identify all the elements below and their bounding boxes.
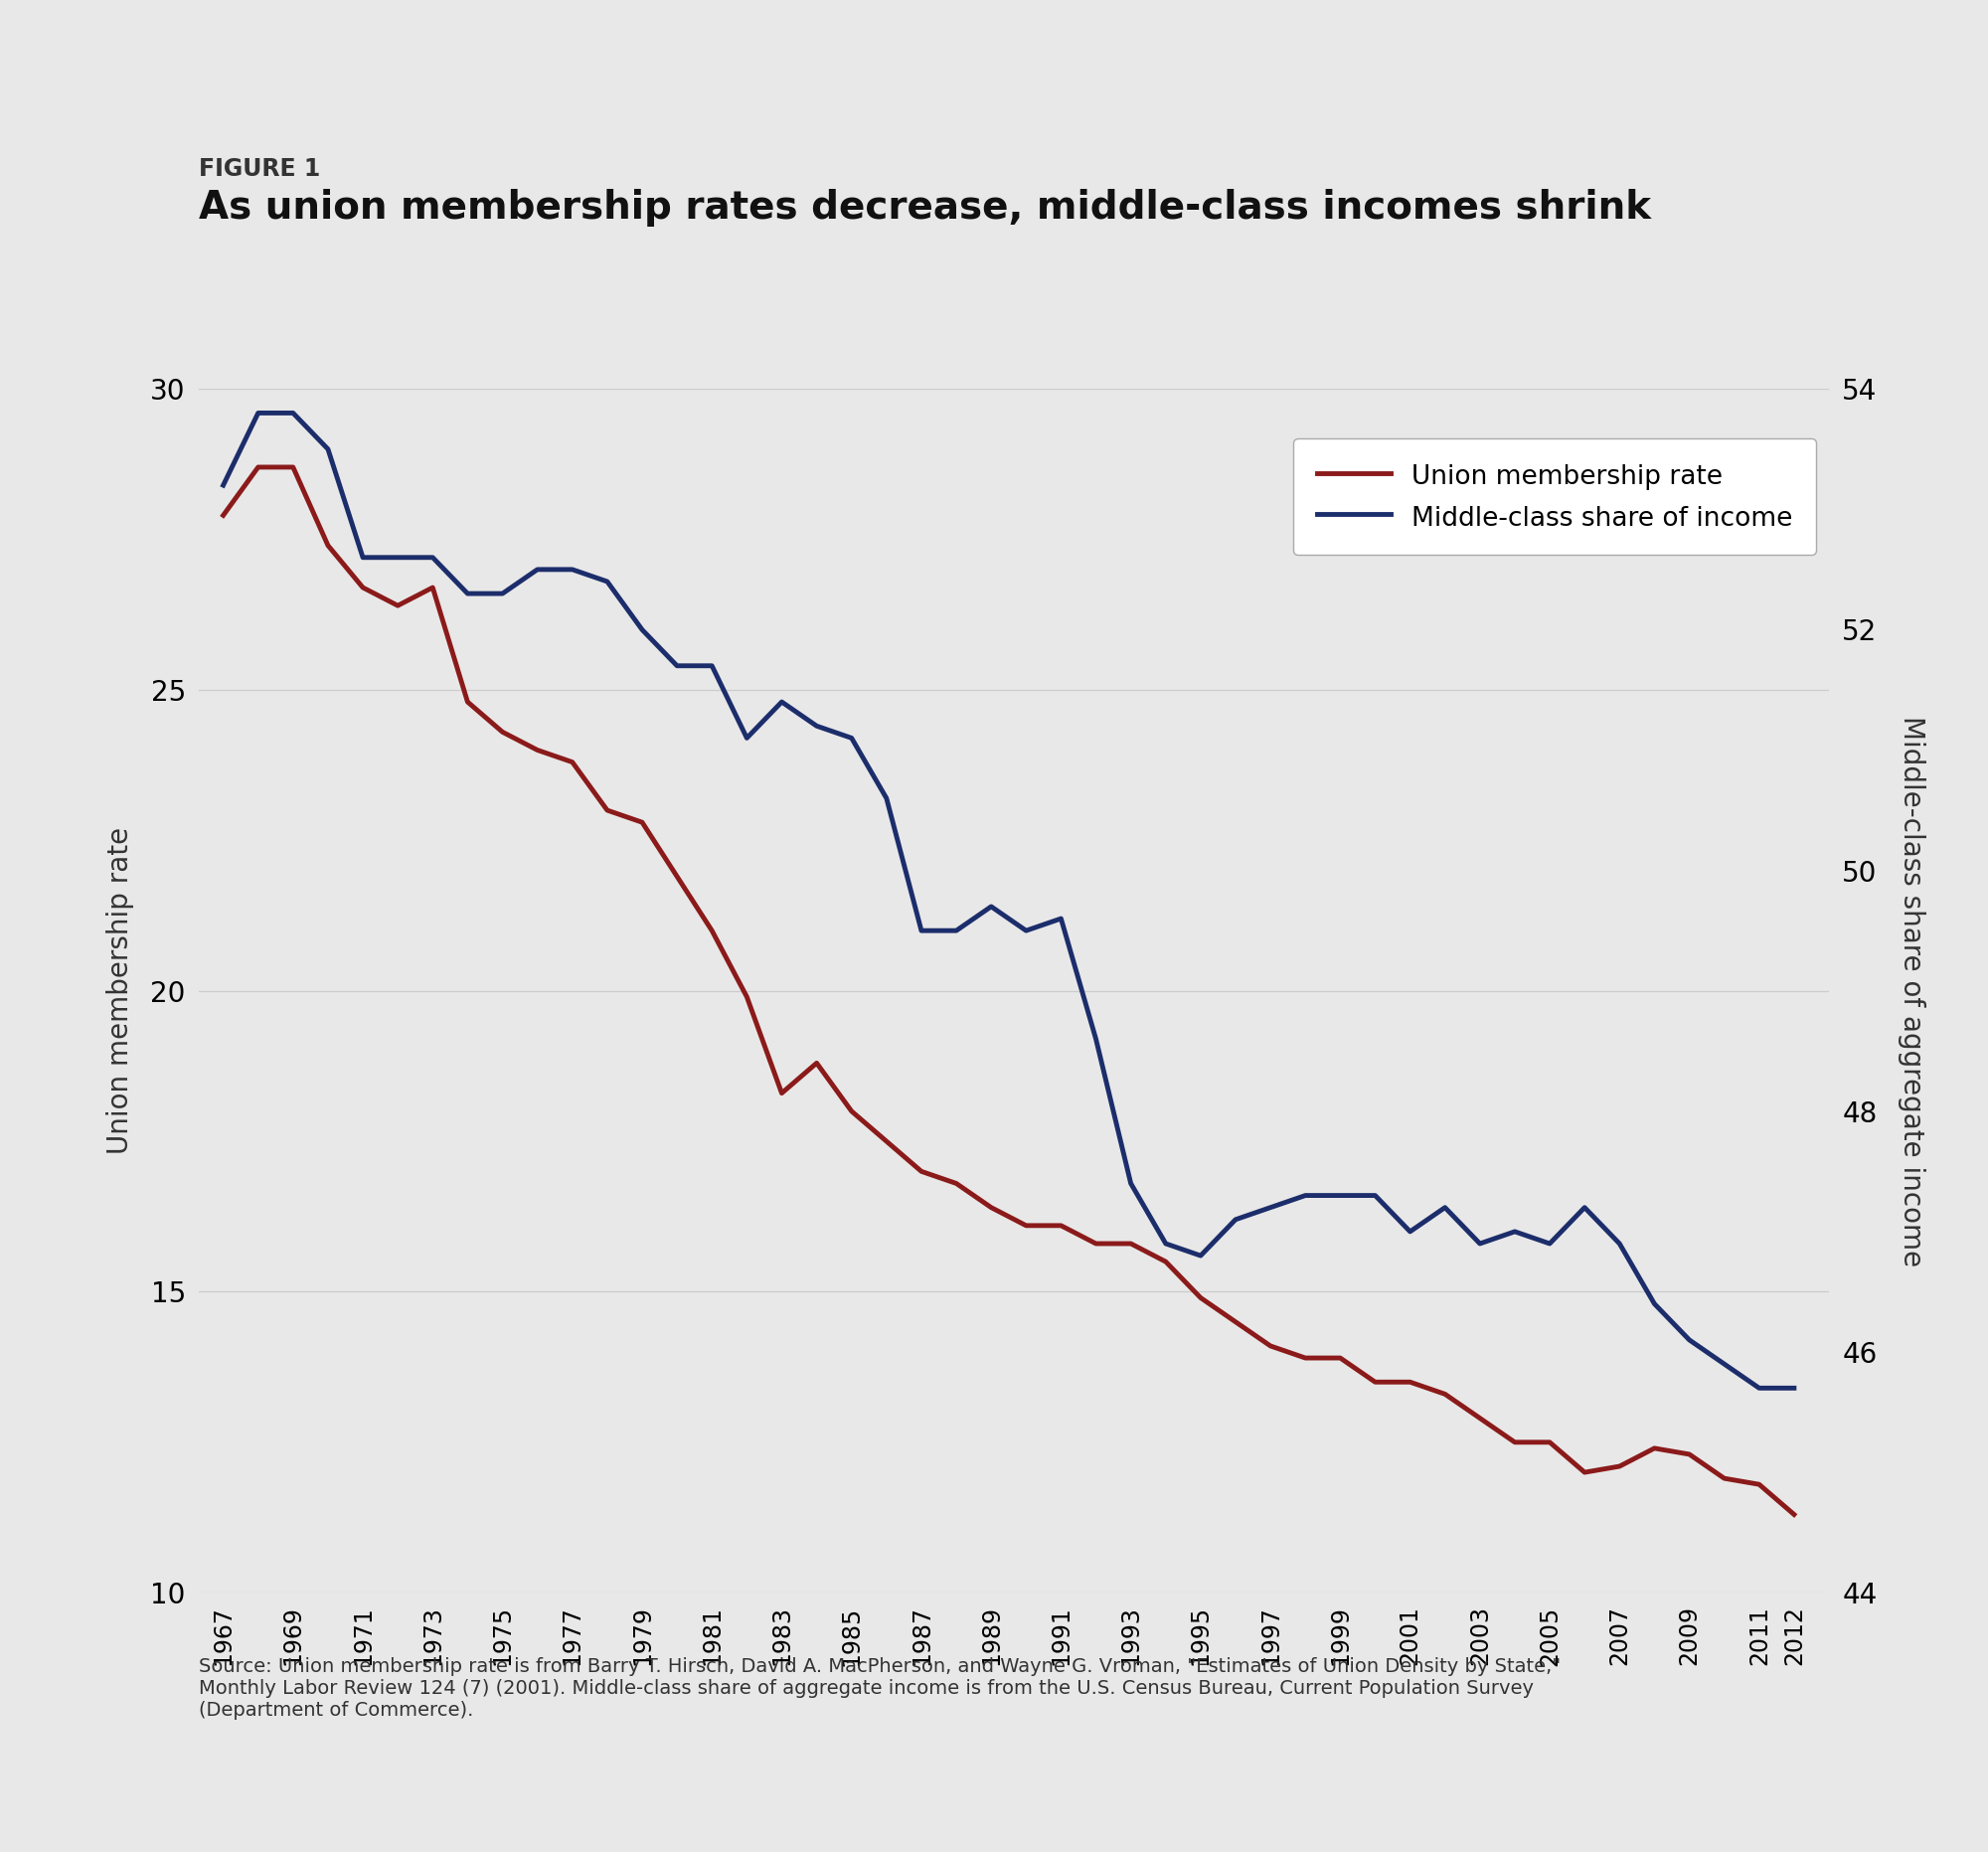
Text: As union membership rates decrease, middle-class incomes shrink: As union membership rates decrease, midd… [199, 189, 1650, 226]
Text: FIGURE 1: FIGURE 1 [199, 157, 320, 181]
Y-axis label: Union membership rate: Union membership rate [105, 828, 133, 1154]
Text: Source: Union membership rate is from Barry T. Hirsch, David A. MacPherson, and : Source: Union membership rate is from Ba… [199, 1658, 1561, 1721]
Y-axis label: Middle-class share of aggregate income: Middle-class share of aggregate income [1899, 715, 1926, 1267]
Legend: Union membership rate, Middle-class share of income: Union membership rate, Middle-class shar… [1292, 439, 1815, 556]
